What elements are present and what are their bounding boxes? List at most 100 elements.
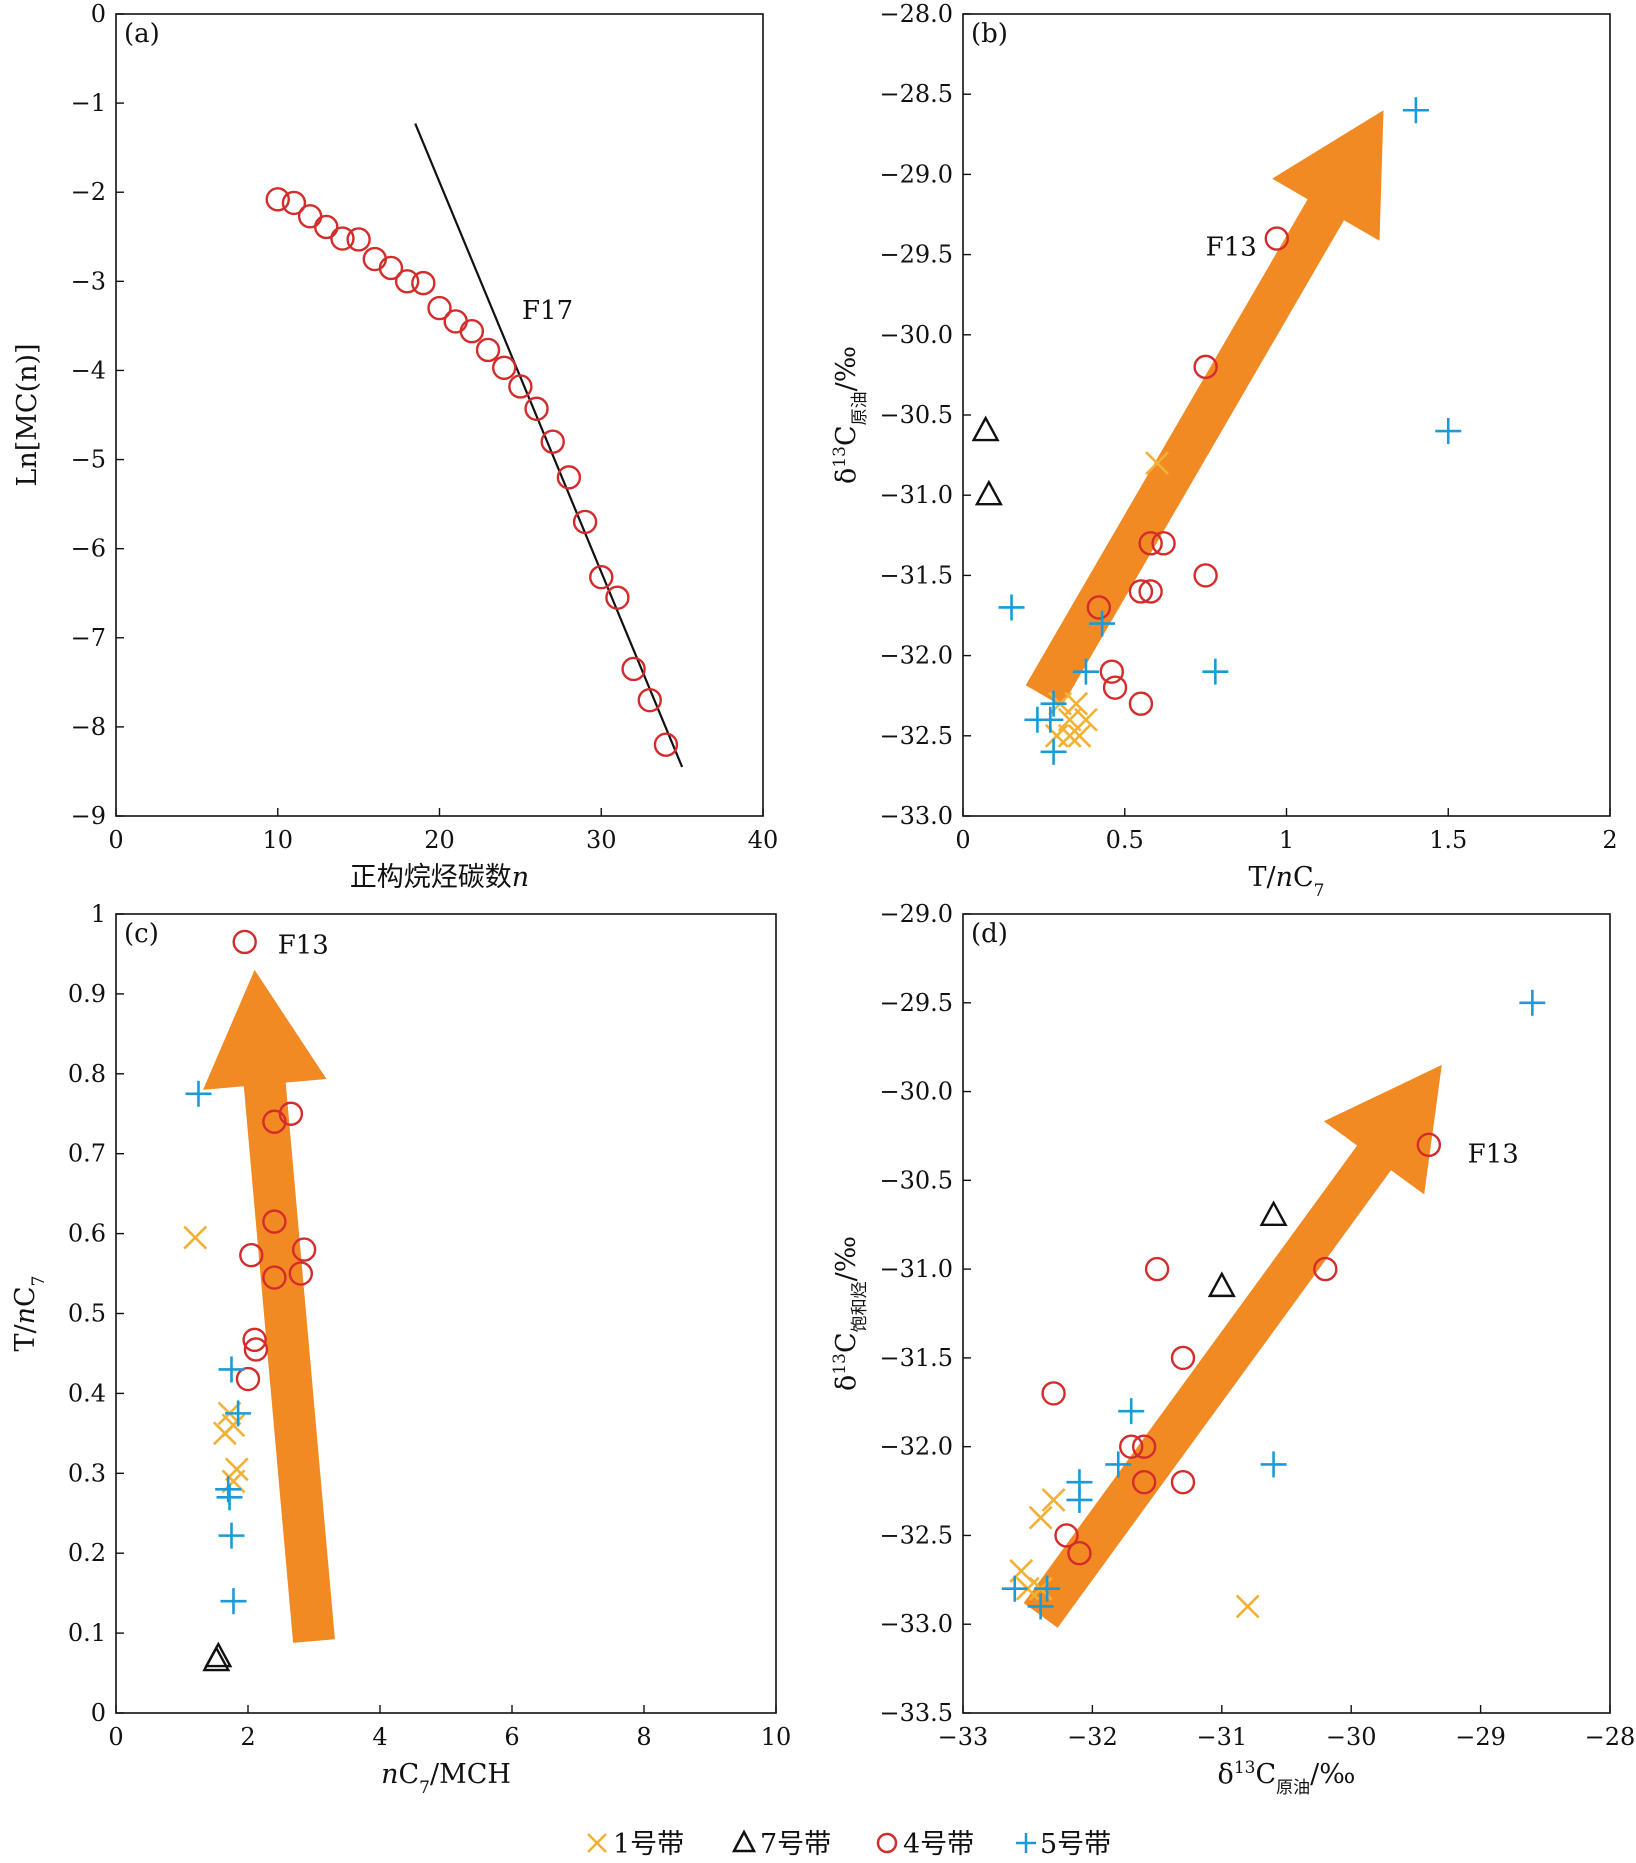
data-point — [1041, 1488, 1066, 1512]
data-point — [1089, 610, 1116, 637]
y-tick-label: −5 — [71, 446, 106, 474]
data-point — [265, 187, 290, 212]
x-tick-label: 0.5 — [1106, 826, 1144, 854]
data-point — [1138, 579, 1163, 604]
data-point — [394, 269, 420, 294]
data-point — [556, 465, 582, 490]
y-tick-label: 0.2 — [68, 1539, 106, 1567]
data-point — [1151, 531, 1176, 556]
y-tick-label: 0 — [91, 1699, 106, 1727]
data-point — [1313, 1256, 1338, 1282]
data-point — [1027, 1593, 1054, 1620]
series-circle — [232, 929, 317, 1392]
data-point — [1193, 563, 1218, 588]
y-tick-label: −30.0 — [879, 1078, 953, 1106]
data-point — [475, 337, 501, 363]
panel-d: −33 −32 −31 −30 −29 −28 −29.0 −29.5 −30.0 −30.5 −3… — [830, 900, 1635, 1798]
data-point — [225, 1400, 252, 1427]
series-circle — [1041, 1132, 1442, 1566]
x-tick-label: −29 — [1455, 1723, 1506, 1751]
data-point — [291, 1237, 317, 1262]
legend-marker-triangle — [731, 1829, 757, 1853]
plot-frame — [115, 913, 777, 1714]
data-point — [971, 415, 1000, 442]
data-point — [1416, 1132, 1442, 1158]
data-point — [1118, 1398, 1145, 1425]
x-tick-label: 40 — [748, 826, 779, 854]
data-point — [378, 255, 404, 281]
y-tick-label: −32.0 — [879, 1433, 953, 1461]
data-point — [1260, 1451, 1287, 1478]
data-point — [262, 1209, 287, 1234]
x-tick-label: 6 — [504, 1723, 519, 1751]
trend-arrow — [1023, 1064, 1442, 1628]
y-tick-label: −32.5 — [879, 722, 953, 750]
panel-c: 0 2 4 6 8 10 0 0.1 0.2 0.3 0.4 0.5 0.6 0.7 0.8 0.9 1 nC7/… — [10, 900, 791, 1798]
x-tick-label: 4 — [372, 1723, 387, 1751]
data-point — [262, 1265, 287, 1290]
y-tick-label: −33.0 — [879, 802, 953, 830]
data-point — [998, 594, 1025, 621]
y-tick-label: −4 — [71, 356, 106, 384]
legend: 1号带 7号带 4号带 5号带 — [587, 1829, 1111, 1860]
series-triangle — [202, 1641, 233, 1672]
y-tick-label: −29.5 — [879, 241, 953, 269]
data-point — [346, 227, 371, 252]
legend-label-zone7: 7号带 — [760, 1829, 831, 1860]
x-axis-label: δ13C原油/‰ — [1218, 1758, 1356, 1798]
legend-item-zone7: 7号带 — [731, 1829, 831, 1860]
legend-marker-plus — [1016, 1833, 1036, 1853]
data-point — [1001, 1575, 1028, 1602]
data-point — [314, 214, 339, 240]
data-point — [1119, 1434, 1144, 1459]
data-point — [1064, 691, 1089, 716]
y-tick-label: −28.5 — [879, 80, 953, 108]
x-tick-label: 2 — [240, 1723, 255, 1751]
y-tick-label: −31.5 — [879, 561, 953, 589]
y-tick-label: −32.0 — [879, 642, 953, 670]
data-point — [220, 1588, 247, 1615]
data-point — [653, 732, 679, 757]
data-point — [288, 1261, 313, 1286]
x-tick-label: −31 — [1196, 1723, 1247, 1751]
trend-arrow — [203, 969, 335, 1643]
data-point — [1072, 658, 1099, 685]
y-tick-label: −30.0 — [879, 321, 953, 349]
y-tick-label: −3 — [71, 267, 106, 295]
data-point — [297, 204, 323, 229]
data-point — [589, 564, 614, 590]
panel-label: (a) — [124, 19, 160, 49]
x-tick-label: 1.5 — [1429, 826, 1467, 854]
y-axis-label: T/nC7 — [10, 1276, 49, 1352]
data-point — [1138, 531, 1163, 556]
y-tick-label: −29.5 — [879, 989, 953, 1017]
data-point — [262, 1109, 287, 1134]
plot-frame — [962, 913, 1611, 1714]
y-tick-label: −31.5 — [879, 1344, 953, 1372]
data-point — [235, 1366, 261, 1392]
data-point — [1099, 659, 1125, 684]
y-tick-label: −7 — [71, 624, 106, 652]
x-tick-label: 30 — [586, 826, 617, 854]
data-point — [637, 687, 662, 713]
legend-marker-x — [587, 1833, 607, 1853]
data-point — [330, 226, 355, 251]
x-tick-label: 10 — [761, 1723, 792, 1751]
data-point — [239, 1242, 264, 1268]
data-point — [278, 1101, 304, 1126]
data-point — [1057, 723, 1082, 748]
data-point — [492, 355, 517, 380]
data-point — [1402, 97, 1429, 124]
x-tick-label: 0 — [955, 826, 970, 854]
fit-line — [414, 123, 684, 768]
series-plus — [185, 1080, 252, 1615]
y-tick-label: −33.5 — [879, 1699, 953, 1727]
trend-arrow — [1025, 110, 1384, 707]
x-tick-label: 2 — [1602, 826, 1617, 854]
series-circle — [1086, 226, 1289, 716]
data-point — [572, 509, 598, 535]
y-tick-label: −9 — [71, 802, 106, 830]
series-triangle — [1207, 1200, 1288, 1298]
data-point — [202, 1645, 231, 1672]
data-point — [1170, 1345, 1196, 1371]
